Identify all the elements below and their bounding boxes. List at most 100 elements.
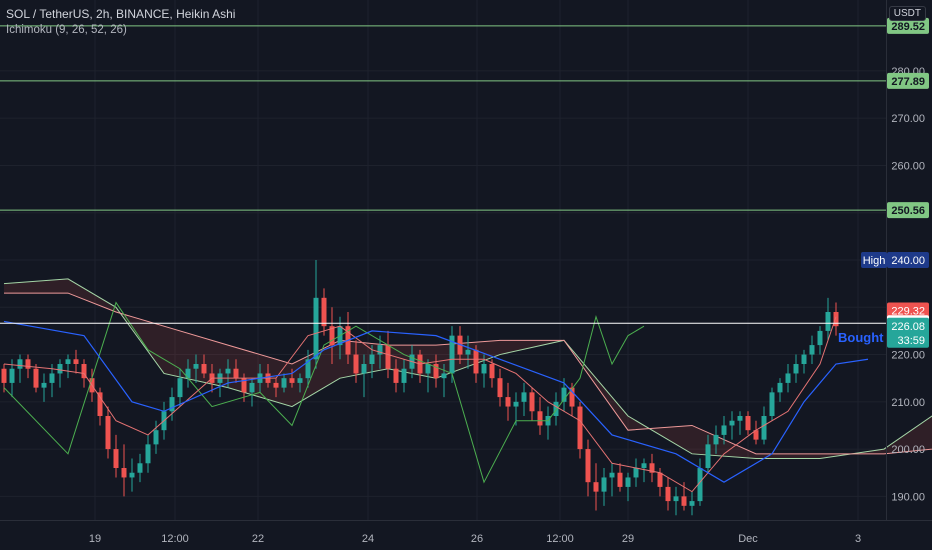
candle-body xyxy=(561,387,567,402)
candle-body xyxy=(553,401,559,416)
candle-body xyxy=(353,354,359,374)
currency-badge[interactable]: USDT xyxy=(888,6,926,21)
candle-body xyxy=(361,364,367,374)
x-tick-label: 12:00 xyxy=(161,533,189,545)
candle-body xyxy=(57,364,63,374)
candle-body xyxy=(321,297,327,327)
candle-body xyxy=(505,397,511,407)
symbol-title[interactable]: SOL / TetherUS, 2h, BINANCE, Heikin Ashi xyxy=(6,7,236,21)
candle-body xyxy=(673,496,679,502)
candle-body xyxy=(49,373,55,383)
x-tick-label: 12:00 xyxy=(546,533,574,545)
x-tick-label: 29 xyxy=(622,533,634,545)
candle-body xyxy=(289,378,295,383)
candle-body xyxy=(825,312,831,331)
candle-body xyxy=(585,449,591,483)
candle-body xyxy=(601,477,607,492)
candle-body xyxy=(313,297,319,360)
candle-body xyxy=(489,364,495,379)
candle-body xyxy=(401,368,407,383)
candle-body xyxy=(297,378,303,383)
candle-body xyxy=(697,468,703,502)
candle-body xyxy=(785,373,791,383)
candle-body xyxy=(497,378,503,398)
candle-body xyxy=(201,364,207,374)
candle-body xyxy=(177,378,183,398)
candle-body xyxy=(761,416,767,440)
level-badge-value: 289.52 xyxy=(891,21,925,33)
level-badge-value: 250.56 xyxy=(891,205,925,217)
candle-body xyxy=(521,392,527,402)
candle-body xyxy=(249,382,255,393)
candle-body xyxy=(809,345,815,355)
last-price-value: 226.08 xyxy=(891,321,925,333)
candle-body xyxy=(281,378,287,388)
candle-body xyxy=(97,392,103,416)
candle-body xyxy=(81,364,87,379)
candle-body xyxy=(121,468,127,478)
y-tick-label: 210.00 xyxy=(891,397,925,409)
candle-body xyxy=(129,472,135,478)
candle-body xyxy=(17,359,23,369)
candle-body xyxy=(449,335,455,374)
candle-body xyxy=(369,354,375,364)
candle-body xyxy=(225,368,231,374)
level-badge xyxy=(887,202,929,219)
candle-body xyxy=(753,430,759,440)
candle-body xyxy=(473,349,479,374)
candle-body xyxy=(665,486,671,502)
candle-body xyxy=(833,312,839,327)
candle-body xyxy=(713,434,719,445)
candle-body xyxy=(609,472,615,478)
x-tick-label: 3 xyxy=(855,533,861,545)
x-tick-label: Dec xyxy=(738,533,758,545)
candle-body xyxy=(513,401,519,407)
candle-body xyxy=(185,368,191,379)
y-tick-label: 270.00 xyxy=(891,113,925,125)
candle-body xyxy=(105,416,111,450)
candle-body xyxy=(633,468,639,478)
candle-body xyxy=(769,392,775,416)
candle-body xyxy=(657,472,663,487)
x-tick-label: 24 xyxy=(362,533,374,545)
lagging-span-line xyxy=(3,301,645,484)
candle-body xyxy=(145,444,151,464)
candle-body xyxy=(481,364,487,374)
candle-body xyxy=(817,330,823,346)
x-tick-label: 22 xyxy=(252,533,264,545)
candle-body xyxy=(745,416,751,431)
candle-body xyxy=(425,364,431,374)
candle-body xyxy=(377,345,383,355)
candle-body xyxy=(649,463,655,473)
x-tick-label: 26 xyxy=(471,533,483,545)
candle-body xyxy=(113,449,119,468)
candle-body xyxy=(569,387,575,407)
candle-body xyxy=(737,416,743,421)
red-price-badge xyxy=(887,302,929,319)
y-tick-label: 220.00 xyxy=(891,350,925,362)
ichimoku-indicator-label[interactable]: Ichimoku (9, 26, 52, 26) xyxy=(6,24,127,36)
red-price-value: 229.32 xyxy=(891,305,925,317)
candle-body xyxy=(241,378,247,393)
candle-body xyxy=(41,382,47,388)
high-tag xyxy=(861,252,887,268)
level-badge xyxy=(887,72,929,89)
candle-body xyxy=(801,354,807,364)
candle-body xyxy=(73,359,79,364)
bar-countdown: 33:59 xyxy=(897,335,925,347)
level-badge xyxy=(887,17,929,34)
candle-body xyxy=(721,425,727,435)
high-value-badge xyxy=(887,252,929,268)
candle-body xyxy=(25,359,31,369)
candle-body xyxy=(305,359,311,379)
candle-body xyxy=(793,364,799,374)
candle-body xyxy=(169,397,175,412)
candle-body xyxy=(641,463,647,468)
candle-body xyxy=(65,359,71,364)
candle-body xyxy=(681,496,687,506)
high-tag-label: High xyxy=(863,255,886,267)
candle-body xyxy=(577,406,583,450)
high-value-label: 240.00 xyxy=(891,255,925,267)
y-tick-label: 200.00 xyxy=(891,444,925,456)
